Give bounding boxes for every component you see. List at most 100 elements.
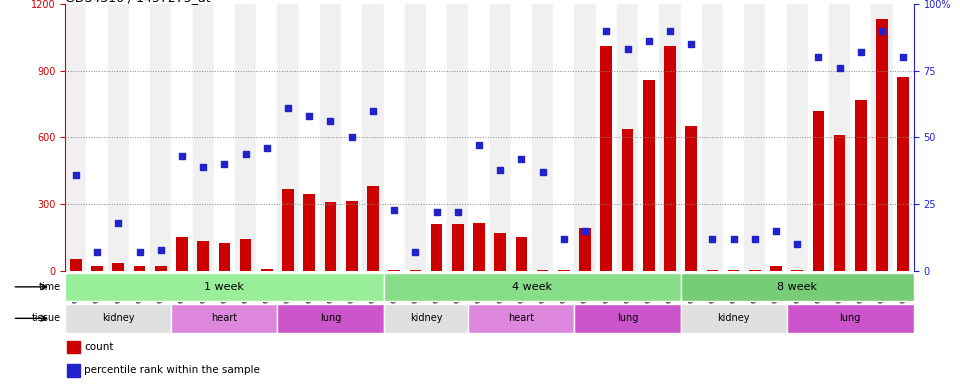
Point (175, 153, 190, 159)
Bar (303, 194, 315, 271)
Bar (876, 20, 888, 271)
Point (705, 236, 720, 242)
Bar (553, 4, 574, 271)
Bar (70, 259, 82, 271)
Bar (383, 304, 468, 333)
Bar (405, 4, 426, 271)
Bar (341, 4, 362, 271)
Point (832, 65, 848, 71)
Bar (468, 4, 490, 271)
Text: heart: heart (509, 313, 535, 323)
Point (535, 169, 550, 175)
Point (323, 118, 338, 124)
Bar (664, 46, 676, 271)
Bar (660, 4, 681, 271)
Bar (86, 4, 108, 271)
Bar (681, 304, 786, 333)
Bar (214, 4, 235, 271)
Bar (112, 263, 124, 271)
Point (896, 54, 911, 60)
Bar (426, 4, 447, 271)
Point (811, 54, 827, 60)
Bar (346, 201, 357, 271)
Text: kidney: kidney (410, 313, 443, 323)
Point (344, 134, 359, 141)
Bar (770, 266, 781, 271)
Bar (65, 304, 172, 333)
Bar (67, 364, 80, 376)
Point (301, 113, 317, 119)
Bar (431, 224, 443, 271)
Bar (532, 4, 553, 271)
Bar (537, 270, 548, 271)
Bar (219, 243, 230, 271)
Point (110, 220, 126, 226)
Point (577, 228, 592, 234)
Bar (494, 233, 506, 271)
Bar (574, 4, 595, 271)
Bar (893, 4, 914, 271)
Bar (388, 270, 400, 271)
Bar (851, 4, 872, 271)
Point (726, 236, 741, 242)
Bar (150, 4, 172, 271)
Bar (829, 4, 851, 271)
Bar (155, 266, 167, 271)
Point (196, 164, 211, 170)
Bar (383, 273, 681, 301)
Bar (282, 189, 294, 271)
Bar (617, 4, 638, 271)
Text: percentile rank within the sample: percentile rank within the sample (84, 365, 260, 375)
Text: kidney: kidney (102, 313, 134, 323)
Bar (723, 4, 744, 271)
Bar (595, 4, 617, 271)
Bar (383, 4, 405, 271)
Bar (320, 4, 341, 271)
Point (789, 241, 804, 247)
Bar (172, 4, 193, 271)
Point (365, 108, 380, 114)
Bar (108, 4, 129, 271)
Point (68, 172, 84, 178)
Bar (277, 4, 299, 271)
Bar (786, 4, 808, 271)
Bar (67, 341, 80, 353)
Text: GDS4316 / 1457275_at: GDS4316 / 1457275_at (65, 0, 211, 4)
Text: lung: lung (840, 313, 861, 323)
Text: count: count (84, 342, 114, 352)
Point (641, 38, 657, 44)
Bar (638, 4, 660, 271)
Point (450, 209, 466, 215)
Point (556, 236, 571, 242)
Text: 4 week: 4 week (512, 282, 552, 292)
Point (408, 249, 423, 255)
Bar (198, 241, 209, 271)
Bar (261, 269, 273, 271)
Bar (744, 4, 765, 271)
Text: tissue: tissue (32, 313, 60, 323)
Bar (277, 304, 384, 333)
Bar (473, 223, 485, 271)
Point (684, 41, 699, 47)
Text: time: time (38, 282, 60, 292)
Point (514, 156, 529, 162)
Point (620, 46, 636, 52)
Bar (172, 304, 277, 333)
Point (153, 247, 168, 253)
Bar (362, 4, 383, 271)
Text: 1 week: 1 week (204, 282, 245, 292)
Bar (468, 304, 574, 333)
Bar (834, 135, 846, 271)
Bar (447, 4, 468, 271)
Bar (133, 266, 145, 271)
Bar (808, 4, 829, 271)
Bar (898, 77, 909, 271)
Bar (65, 273, 383, 301)
Point (132, 249, 147, 255)
Bar (791, 270, 804, 271)
Text: lung: lung (320, 313, 341, 323)
Bar (855, 99, 867, 271)
Bar (707, 270, 718, 271)
Point (492, 167, 508, 173)
Bar (452, 224, 464, 271)
